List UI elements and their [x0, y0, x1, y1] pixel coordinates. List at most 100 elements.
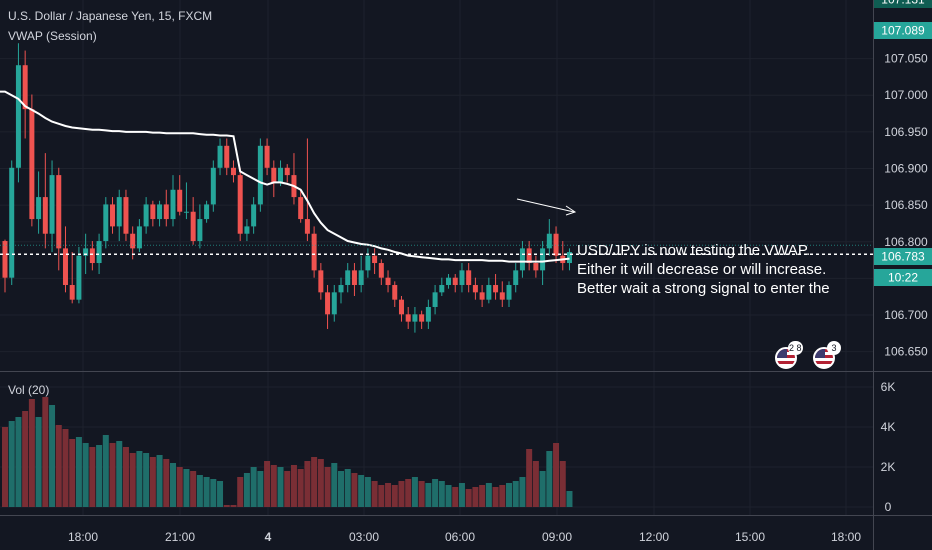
candle-body[interactable]	[419, 314, 425, 322]
candle-body[interactable]	[76, 255, 82, 300]
candle-body[interactable]	[69, 285, 75, 300]
candle-body[interactable]	[36, 197, 42, 220]
candle-body[interactable]	[210, 167, 216, 205]
candle-body[interactable]	[278, 167, 284, 183]
candle-body[interactable]	[62, 248, 68, 286]
candle-body[interactable]	[197, 219, 203, 242]
candle-body[interactable]	[9, 167, 15, 278]
candle-body[interactable]	[365, 255, 371, 271]
vwap-price-badge[interactable]: 107.089	[881, 24, 925, 38]
candle-body[interactable]	[459, 270, 465, 286]
candle-body[interactable]	[506, 285, 512, 300]
candle-body[interactable]	[519, 248, 525, 271]
candle-body[interactable]	[157, 204, 163, 220]
candle-body[interactable]	[338, 285, 344, 293]
candle-body[interactable]	[244, 226, 250, 234]
candle-body[interactable]	[298, 197, 304, 220]
candle-body[interactable]	[479, 292, 485, 300]
candle-body[interactable]	[472, 285, 478, 293]
candle-body[interactable]	[224, 145, 230, 168]
candle-body[interactable]	[83, 248, 89, 256]
candle-body[interactable]	[499, 292, 505, 300]
candle-body[interactable]	[110, 204, 116, 227]
candle-body[interactable]	[466, 270, 472, 286]
vwap-line[interactable]	[0, 90, 570, 263]
candle-body[interactable]	[29, 109, 35, 220]
candle-body[interactable]	[325, 292, 331, 315]
candle-body[interactable]	[358, 270, 364, 286]
candle-body[interactable]	[123, 197, 129, 234]
annotation-text[interactable]: USD/JPY is now testing the VWAP. Either …	[577, 241, 830, 298]
drawn-arrow-line[interactable]	[516, 198, 575, 213]
candle-body[interactable]	[103, 204, 109, 242]
candle-body[interactable]	[177, 189, 183, 212]
candle-body[interactable]	[271, 167, 277, 183]
candle-body[interactable]	[217, 145, 223, 168]
symbol-legend[interactable]: U.S. Dollar / Japanese Yen, 15, FXCM	[8, 9, 213, 23]
candle-body[interactable]	[345, 270, 351, 286]
candle-body[interactable]	[230, 167, 236, 176]
candle-body[interactable]	[22, 65, 28, 110]
candle-body[interactable]	[425, 306, 431, 322]
candle-body[interactable]	[170, 189, 176, 220]
candle-body[interactable]	[392, 285, 398, 300]
candle-body[interactable]	[432, 292, 438, 307]
candle-body[interactable]	[2, 241, 8, 278]
candle-body[interactable]	[204, 204, 210, 220]
candle-body[interactable]	[385, 277, 391, 286]
candle-body[interactable]	[89, 248, 95, 264]
countdown-badge[interactable]: 10:22	[888, 271, 918, 285]
candle-body[interactable]	[49, 175, 55, 234]
candle-body[interactable]	[546, 233, 552, 249]
candle-body[interactable]	[318, 270, 324, 293]
candle-body[interactable]	[533, 263, 539, 271]
candle-body[interactable]	[493, 285, 499, 293]
price-tick-label: 107.000	[884, 88, 928, 102]
price-tick-label: 106.900	[884, 162, 928, 176]
volume-bar	[230, 505, 237, 507]
candle-body[interactable]	[439, 285, 445, 293]
price-tick-label: 106.700	[884, 308, 928, 322]
candle-body[interactable]	[15, 65, 21, 168]
volume-legend[interactable]: Vol (20)	[8, 383, 50, 397]
candle-body[interactable]	[351, 270, 357, 286]
candle-body[interactable]	[446, 277, 452, 286]
candle-body[interactable]	[150, 204, 156, 220]
vwap-legend[interactable]: VWAP (Session)	[8, 29, 97, 43]
candle-body[interactable]	[412, 314, 418, 322]
candle-body[interactable]	[513, 270, 519, 286]
candle-body[interactable]	[96, 241, 102, 264]
candle-body[interactable]	[331, 292, 337, 315]
candle-body[interactable]	[526, 248, 532, 264]
candle-body[interactable]	[284, 167, 290, 176]
candle-body[interactable]	[143, 204, 149, 227]
candle-body[interactable]	[452, 277, 458, 286]
candle-body[interactable]	[566, 252, 572, 264]
candle-body[interactable]	[553, 233, 559, 256]
candle-body[interactable]	[405, 314, 411, 322]
candle-body[interactable]	[136, 226, 142, 249]
candle-body[interactable]	[190, 211, 196, 242]
candle-body[interactable]	[42, 197, 48, 234]
candle-body[interactable]	[251, 204, 257, 227]
candle-body[interactable]	[398, 299, 404, 315]
current-price-badge[interactable]: 106.783	[881, 250, 925, 264]
candle-body[interactable]	[378, 263, 384, 278]
candle-body[interactable]	[311, 233, 317, 271]
candle-body[interactable]	[183, 211, 189, 213]
candle-body[interactable]	[257, 145, 263, 205]
candle-body[interactable]	[486, 285, 492, 300]
top-price-badge[interactable]: 107.131	[881, 0, 925, 7]
candle-body[interactable]	[116, 197, 122, 227]
candle-body[interactable]	[372, 255, 378, 264]
time-tick-label: 15:00	[735, 530, 765, 544]
candle-body[interactable]	[130, 233, 136, 249]
candle-body[interactable]	[163, 204, 169, 220]
candle-body[interactable]	[304, 219, 310, 234]
candle-body[interactable]	[56, 175, 62, 249]
candle-body[interactable]	[264, 145, 270, 168]
candle-body[interactable]	[540, 248, 546, 271]
candle-body[interactable]	[237, 175, 243, 234]
volume-bar	[257, 471, 264, 507]
